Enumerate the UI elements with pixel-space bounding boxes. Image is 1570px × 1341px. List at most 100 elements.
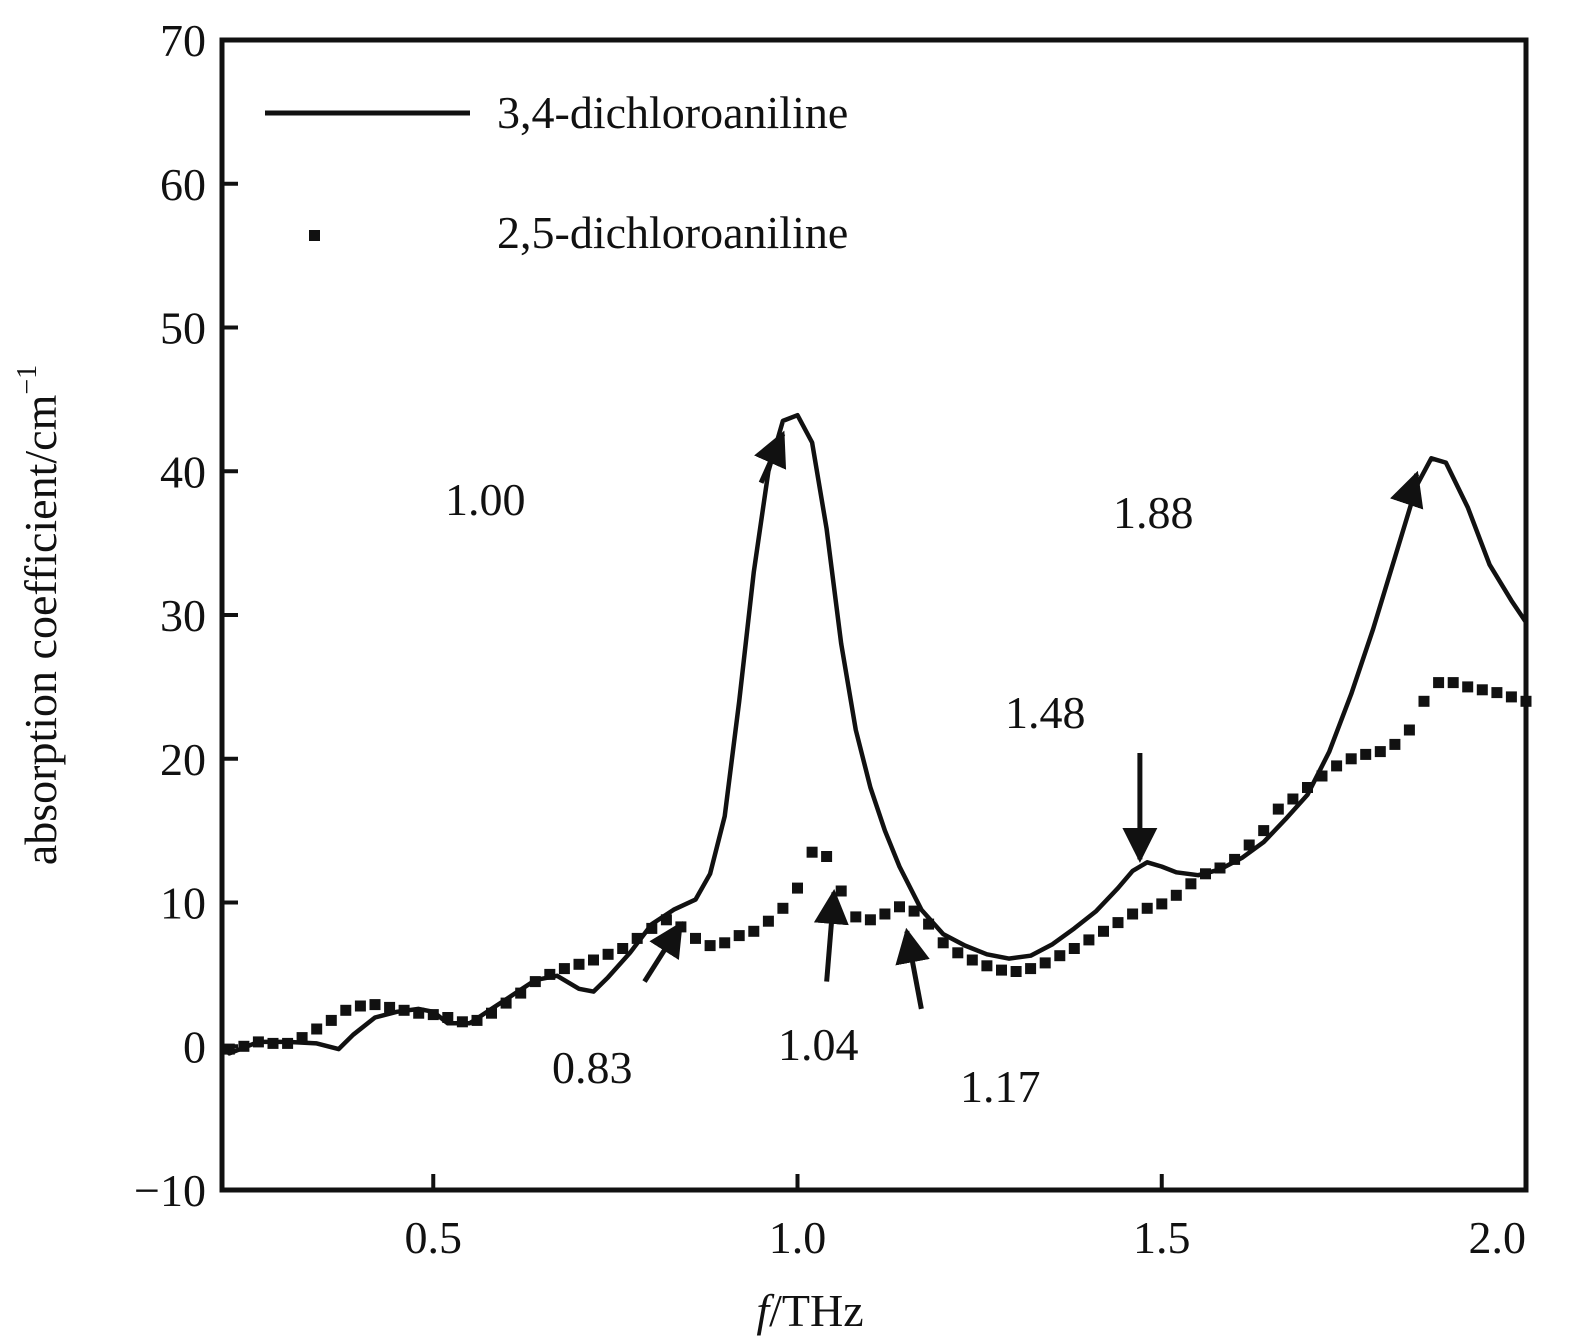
legend-label-series-0: 3,4-dichloroaniline xyxy=(497,87,848,138)
series-1-point-50 xyxy=(952,947,964,959)
annotation-label-2: 1.48 xyxy=(1005,687,1086,738)
annotation-arrow-5 xyxy=(895,927,930,1010)
annotation-label-5: 1.17 xyxy=(960,1061,1041,1112)
series-1-point-18 xyxy=(486,1007,497,1019)
series-1-point-87 xyxy=(1491,687,1503,699)
y-tick-label-5: 40 xyxy=(160,446,206,497)
series-1-point-41 xyxy=(821,851,833,862)
series-1-point-83 xyxy=(1433,677,1445,689)
series-1-point-6 xyxy=(311,1023,323,1035)
series-1-point-86 xyxy=(1476,684,1488,696)
series-1-point-77 xyxy=(1345,753,1357,765)
annotation-label-4: 1.04 xyxy=(778,1019,859,1070)
series-1-point-78 xyxy=(1360,748,1372,760)
series-1-point-13 xyxy=(413,1007,425,1019)
series-1-point-88 xyxy=(1505,691,1517,703)
series-1-point-20 xyxy=(515,987,527,999)
series-1-point-67 xyxy=(1200,868,1211,880)
series-1-point-47 xyxy=(908,905,920,917)
x-tick-label-0: 0.5 xyxy=(405,1212,463,1263)
series-1-point-66 xyxy=(1185,878,1197,890)
series-1-point-0 xyxy=(223,1043,235,1055)
series-1-point-40 xyxy=(806,846,818,858)
legend: 3,4-dichloroaniline 2,5-dichloroaniline xyxy=(265,87,848,258)
y-tick-label-4: 30 xyxy=(160,590,206,641)
x-axis-label-unit: /THz xyxy=(769,1285,864,1336)
annotation-label-1: 1.88 xyxy=(1113,487,1194,538)
series-1-point-7 xyxy=(325,1014,337,1026)
series-1-point-36 xyxy=(748,925,760,937)
series-1-point-59 xyxy=(1083,934,1095,946)
series-1-point-21 xyxy=(529,976,541,988)
series-1-point-62 xyxy=(1127,908,1139,920)
y-axis: −10 0 10 20 30 40 50 60 70 xyxy=(134,15,238,1216)
y-tick-label-1: 0 xyxy=(183,1021,206,1072)
series-1-point-48 xyxy=(923,918,935,930)
series-1-point-65 xyxy=(1170,889,1182,901)
series-1-point-54 xyxy=(1010,966,1022,977)
series-1-point-22 xyxy=(544,968,556,980)
y-tick-label-8: 70 xyxy=(160,15,206,66)
series-1-point-33 xyxy=(704,940,716,952)
series-1-point-58 xyxy=(1068,943,1080,954)
series-1-point-46 xyxy=(894,901,905,913)
series-1-point-17 xyxy=(471,1014,483,1026)
series-1-point-24 xyxy=(573,958,585,970)
series-1-point-85 xyxy=(1462,681,1474,693)
y-axis-label: absorption coefficient/cm−1 xyxy=(12,365,66,865)
series-1-point-37 xyxy=(762,915,774,927)
series-1-point-34 xyxy=(719,937,731,949)
series-1-point-28 xyxy=(631,932,643,944)
series-1-point-80 xyxy=(1389,738,1401,750)
annotation-label-0: 1.00 xyxy=(445,474,526,525)
series-1-point-63 xyxy=(1141,902,1153,914)
x-axis: 0.5 1.0 1.5 2.0 xyxy=(405,1174,1528,1263)
series-1-point-10 xyxy=(369,999,381,1011)
series-1-point-12 xyxy=(398,1004,410,1016)
series-1-point-11 xyxy=(384,1001,396,1013)
series-1-point-51 xyxy=(966,954,978,966)
x-tick-label-2: 1.5 xyxy=(1133,1212,1191,1263)
series-1-point-30 xyxy=(660,914,672,926)
series-1-point-42 xyxy=(835,885,847,897)
legend-label-series-1: 2,5-dichloroaniline xyxy=(497,207,848,258)
series-1-point-71 xyxy=(1258,825,1270,837)
series-1-point-89 xyxy=(1520,695,1532,707)
y-tick-label-2: 10 xyxy=(160,878,206,929)
series-1-point-27 xyxy=(617,943,629,954)
series-1-point-29 xyxy=(646,922,658,934)
series-1-point-73 xyxy=(1287,793,1299,805)
series-1-point-16 xyxy=(456,1016,468,1028)
annotation-layer: 1.00 1.88 1.48 0.83 1.04 1.17 xyxy=(445,430,1424,1112)
y-tick-label-3: 20 xyxy=(160,734,206,785)
series-1-point-23 xyxy=(558,963,570,975)
series-1-point-56 xyxy=(1039,957,1051,969)
series-1-point-35 xyxy=(733,930,745,942)
series-line-0 xyxy=(227,412,1529,1056)
series-1-point-74 xyxy=(1302,782,1313,793)
series-1-point-8 xyxy=(340,1004,352,1016)
series-1-point-49 xyxy=(937,937,949,949)
series-1-point-52 xyxy=(981,960,993,972)
series-1-point-14 xyxy=(427,1009,439,1021)
series-1-point-5 xyxy=(296,1032,308,1044)
y-axis-label-text: absorption coefficient/cm xyxy=(15,394,66,865)
annotation-label-3: 0.83 xyxy=(552,1042,633,1093)
series-1-point-84 xyxy=(1447,677,1459,689)
series-1-point-53 xyxy=(996,964,1007,976)
series-1-point-32 xyxy=(690,932,701,944)
series-1-point-61 xyxy=(1112,917,1124,929)
annotation-arrow-1 xyxy=(1390,470,1424,510)
series-1-point-25 xyxy=(588,954,599,966)
annotation-arrow-0 xyxy=(754,430,787,484)
y-tick-label-6: 50 xyxy=(160,303,206,354)
series-1-point-4 xyxy=(282,1037,294,1049)
y-tick-label-0: −10 xyxy=(134,1165,206,1216)
series-1-point-64 xyxy=(1156,898,1168,910)
series-1-point-57 xyxy=(1054,950,1066,962)
series-1-point-70 xyxy=(1243,839,1255,851)
series-1-point-38 xyxy=(777,902,789,914)
x-axis-label: f/THz xyxy=(756,1285,863,1336)
legend-swatch-marker xyxy=(309,230,320,241)
